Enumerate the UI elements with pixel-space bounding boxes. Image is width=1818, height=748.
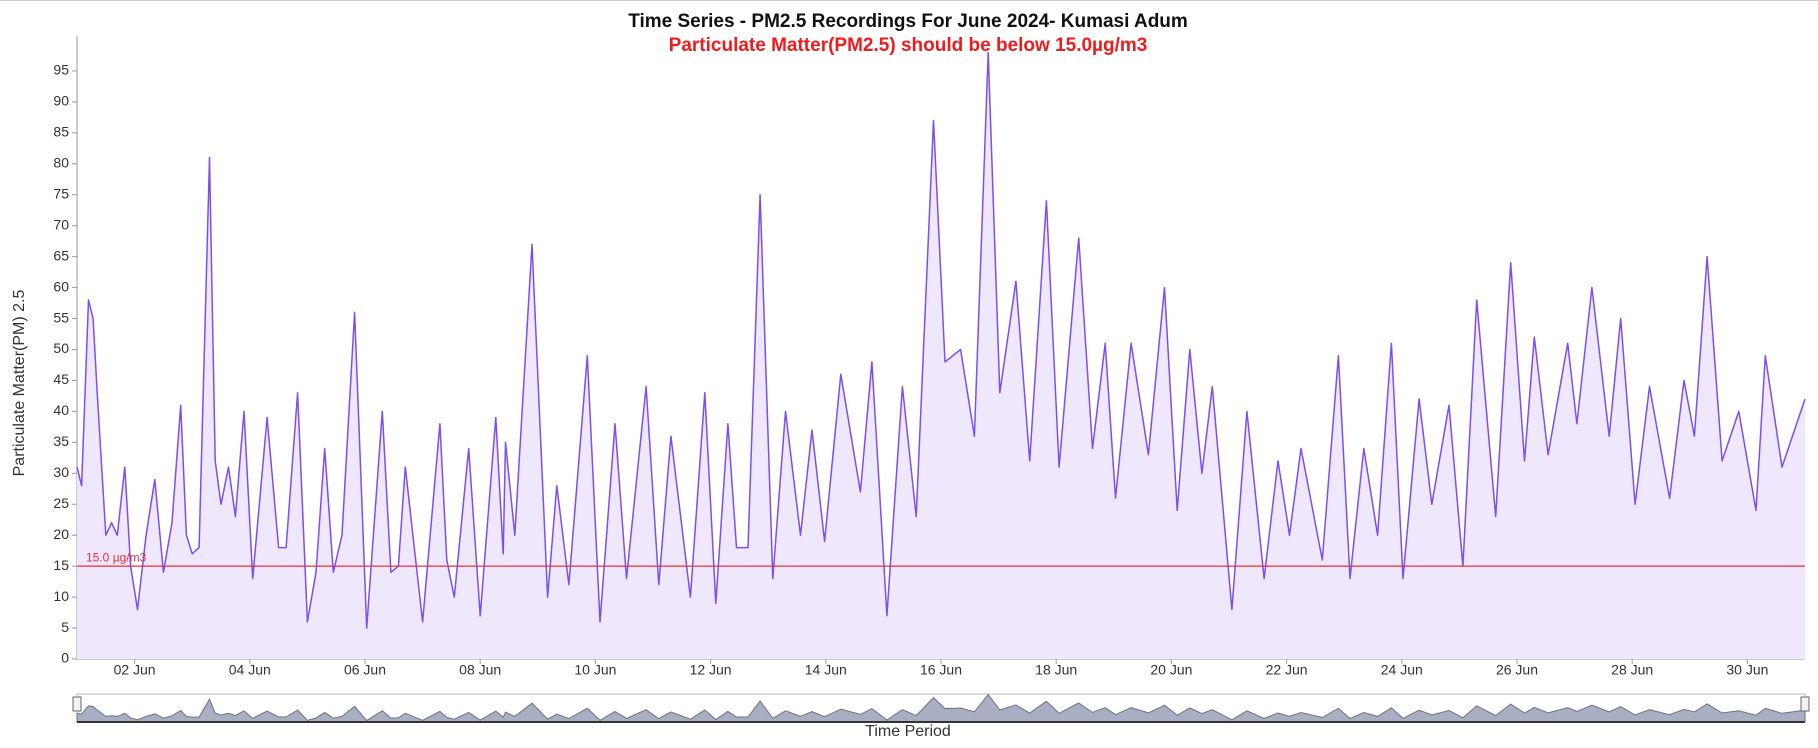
y-tick-label: 85: [53, 124, 69, 140]
x-tick-label: 16 Jun: [920, 662, 962, 678]
y-tick-label: 15: [53, 557, 69, 573]
x-tick-label: 22 Jun: [1266, 662, 1308, 678]
y-tick-label: 50: [53, 340, 69, 356]
chart-title: Time Series - PM2.5 Recordings For June …: [628, 11, 1188, 32]
x-tick-label: 10 Jun: [574, 662, 616, 678]
y-axis-label: Particulate Matter(PM) 2.5: [11, 290, 28, 477]
y-tick-label: 55: [53, 309, 69, 325]
x-tick-label: 20 Jun: [1150, 662, 1192, 678]
chart-subtitle: Particulate Matter(PM2.5) should be belo…: [669, 35, 1148, 56]
y-tick-label: 90: [53, 93, 69, 109]
y-tick-label: 75: [53, 185, 69, 201]
y-tick-label: 0: [61, 650, 69, 666]
y-tick-label: 35: [53, 433, 69, 449]
navigator-handle[interactable]: [72, 696, 82, 712]
navigator-series: [76, 693, 1806, 723]
x-tick-label: 18 Jun: [1035, 662, 1077, 678]
navigator-handle[interactable]: [1800, 696, 1810, 712]
threshold-label: 15.0 µg/m3: [86, 550, 147, 564]
x-tick-label: 24 Jun: [1381, 662, 1423, 678]
x-tick-label: 02 Jun: [114, 662, 156, 678]
y-tick-label: 80: [53, 155, 69, 171]
y-tick-label: 30: [53, 464, 69, 480]
y-tick-label: 10: [53, 588, 69, 604]
x-tick-label: 08 Jun: [459, 662, 501, 678]
series-area: [77, 52, 1805, 659]
y-tick-label: 65: [53, 247, 69, 263]
x-tick-label: 04 Jun: [229, 662, 271, 678]
series-line: [76, 51, 1806, 629]
x-tick-label: 26 Jun: [1496, 662, 1538, 678]
y-tick-label: 25: [53, 495, 69, 511]
y-tick-label: 95: [53, 62, 69, 78]
x-tick-label: 28 Jun: [1611, 662, 1653, 678]
y-tick-label: 60: [53, 278, 69, 294]
y-tick-label: 20: [53, 526, 69, 542]
y-tick-label: 70: [53, 216, 69, 232]
x-tick-label: 30 Jun: [1726, 662, 1768, 678]
x-tick-label: 12 Jun: [690, 662, 732, 678]
y-tick-label: 45: [53, 371, 69, 387]
x-tick-label: 06 Jun: [344, 662, 386, 678]
x-tick-label: 14 Jun: [805, 662, 847, 678]
y-tick-label: 40: [53, 402, 69, 418]
x-axis-label: Time Period: [865, 723, 951, 740]
y-tick-label: 5: [61, 619, 69, 635]
